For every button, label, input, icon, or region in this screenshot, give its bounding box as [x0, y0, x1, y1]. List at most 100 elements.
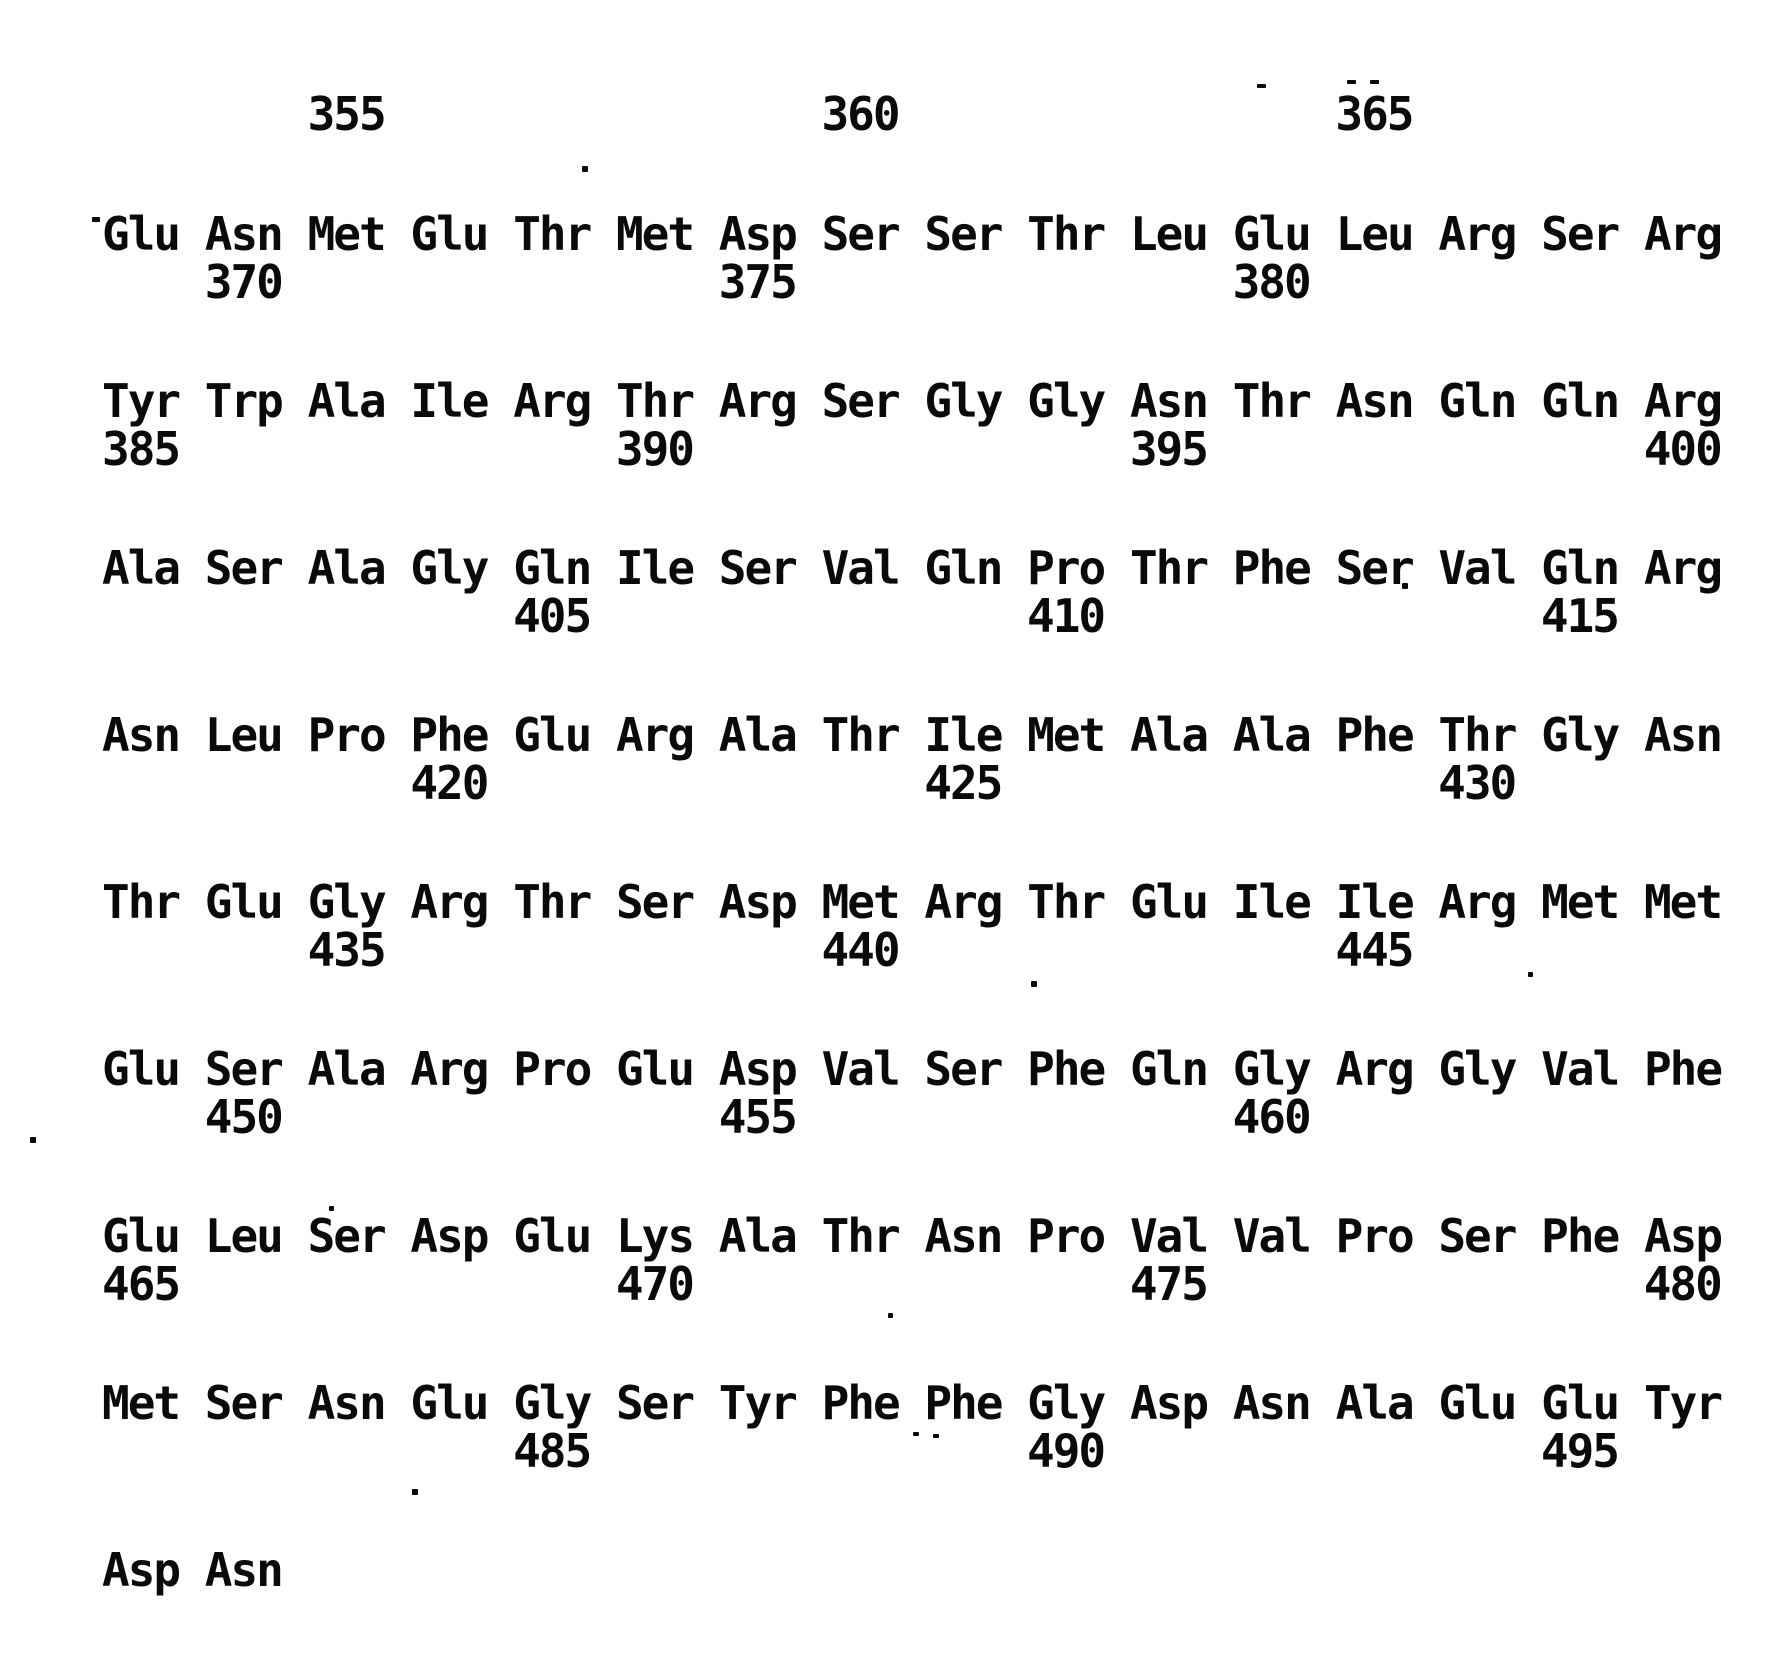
residue: Phe	[1335, 708, 1415, 762]
residue: Glu	[1438, 1376, 1517, 1430]
position-number: 395	[1129, 422, 1209, 476]
residue: Ser	[1541, 207, 1620, 261]
position-number: 365	[1335, 87, 1414, 141]
residue: Val	[1232, 1209, 1312, 1263]
residue: Asp	[1643, 1209, 1723, 1263]
residue: Glu	[615, 1042, 695, 1096]
residue: Gly	[1027, 1376, 1106, 1430]
residue: Asn	[1129, 374, 1209, 428]
residue: Met	[1027, 708, 1106, 762]
sequence-block: Glu Ser Ala Arg Pro Glu Asp Val Ser Phe …	[102, 1042, 1723, 1144]
residue-line: Asp Asn	[102, 1546, 1721, 1594]
position-number: 380	[1232, 255, 1312, 309]
position-number: 450	[204, 1090, 284, 1144]
residue: Ala	[307, 1042, 387, 1096]
residue: Ser	[204, 1376, 284, 1430]
residue: Asp	[718, 207, 798, 261]
residue: Gly	[1232, 1042, 1312, 1096]
residue: Glu	[1232, 207, 1312, 261]
scan-speck	[1402, 583, 1408, 589]
residue: Glu	[410, 207, 489, 261]
residue: Gly	[307, 875, 387, 929]
residue: Val	[821, 541, 901, 595]
position-number: 405	[513, 589, 592, 643]
residue: Thr	[513, 875, 592, 929]
residue-line: Glu Asn Met Glu Thr Met Asp Ser Ser Thr …	[102, 207, 1723, 261]
sequence-block: Ala Ser Ala Gly Gln Ile Ser Val Gln Pro …	[102, 541, 1723, 643]
position-number: 445	[1335, 923, 1414, 977]
scan-speck	[1528, 972, 1533, 977]
position-number: 375	[718, 255, 798, 309]
residue: Thr	[1027, 207, 1106, 261]
residue: Glu	[204, 875, 284, 929]
position-number-line: 385 390 395 400	[102, 422, 1723, 476]
residue: Asn	[1335, 374, 1415, 428]
residue: Tyr	[102, 374, 181, 428]
position-number: 355	[307, 87, 387, 141]
residue: Glu	[102, 1042, 181, 1096]
residue: Ala	[1232, 708, 1312, 762]
residue: Gly	[1027, 374, 1106, 428]
sequence-block: Thr Glu Gly Arg Thr Ser Asp Met Arg Thr …	[102, 875, 1723, 974]
residue-line: Asn Leu Pro Phe Glu Arg Ala Thr Ile Met …	[102, 708, 1723, 762]
residue: Phe	[1643, 1042, 1723, 1096]
residue: Asn	[204, 207, 284, 261]
residue: Phe	[1232, 541, 1312, 595]
residue: Ser	[821, 207, 901, 261]
sequence-listing-page: 355 360 365 Glu Asn Met Glu Thr Met Asp …	[102, 87, 1723, 1665]
residue: Asp	[410, 1209, 489, 1263]
residue: Met	[615, 207, 695, 261]
scan-speck	[30, 1137, 36, 1143]
scan-speck	[888, 1313, 893, 1318]
residue: Tyr	[718, 1376, 798, 1430]
residue: Ser	[821, 374, 901, 428]
residue: Met	[821, 875, 901, 929]
residue: Thr	[1232, 374, 1312, 428]
position-number: 485	[513, 1424, 592, 1478]
sequence-block: Met Ser Asn Glu Gly Ser Tyr Phe Phe Gly …	[102, 1376, 1723, 1478]
residue: Asp	[102, 1543, 181, 1597]
residue: Val	[1129, 1209, 1209, 1263]
residue: Thr	[821, 708, 901, 762]
position-number: 400	[1643, 422, 1723, 476]
residue: Thr	[1129, 541, 1209, 595]
residue: Phe	[924, 1376, 1003, 1430]
residue: Ser	[718, 541, 798, 595]
scan-speck	[582, 166, 588, 172]
position-number: 495	[1540, 1424, 1620, 1478]
residue: Phe	[821, 1376, 901, 1430]
residue: Ala	[1335, 1376, 1415, 1430]
residue: Thr	[821, 1209, 901, 1263]
residue: Ser	[1335, 541, 1415, 595]
residue: Gln	[1541, 374, 1620, 428]
residue: Glu	[513, 1209, 592, 1263]
residue: Pro	[1335, 1209, 1415, 1263]
residue: Pro	[513, 1042, 592, 1096]
sequence-block: Tyr Trp Ala Ile Arg Thr Arg Ser Gly Gly …	[102, 374, 1723, 476]
residue-line: Glu Ser Ala Arg Pro Glu Asp Val Ser Phe …	[102, 1042, 1723, 1096]
residue: Asp	[1129, 1376, 1209, 1430]
residue: Met	[102, 1376, 181, 1430]
residue: Arg	[718, 374, 798, 428]
position-number-line: 435 440 445	[102, 926, 1721, 974]
residue-line: Ala Ser Ala Gly Gln Ile Ser Val Gln Pro …	[102, 541, 1723, 595]
residue: Thr	[102, 875, 181, 929]
residue: Phe	[1027, 1042, 1106, 1096]
position-number: 475	[1129, 1257, 1209, 1311]
position-number-line: 420 425 430	[102, 759, 1721, 807]
residue: Met	[307, 207, 387, 261]
residue: Arg	[1643, 541, 1723, 595]
position-number: 390	[615, 422, 695, 476]
residue: Asp	[718, 1042, 798, 1096]
residue: Gln	[1129, 1042, 1209, 1096]
residue: Ser	[924, 1042, 1003, 1096]
residue: Gln	[1541, 541, 1620, 595]
residue: Phe	[410, 708, 489, 762]
residue: Ser	[924, 207, 1003, 261]
position-number: 480	[1643, 1257, 1723, 1311]
residue: Arg	[410, 875, 489, 929]
residue: Ser	[204, 541, 284, 595]
residue: Ser	[615, 875, 695, 929]
residue: Leu	[1335, 207, 1415, 261]
residue: Ala	[1129, 708, 1209, 762]
